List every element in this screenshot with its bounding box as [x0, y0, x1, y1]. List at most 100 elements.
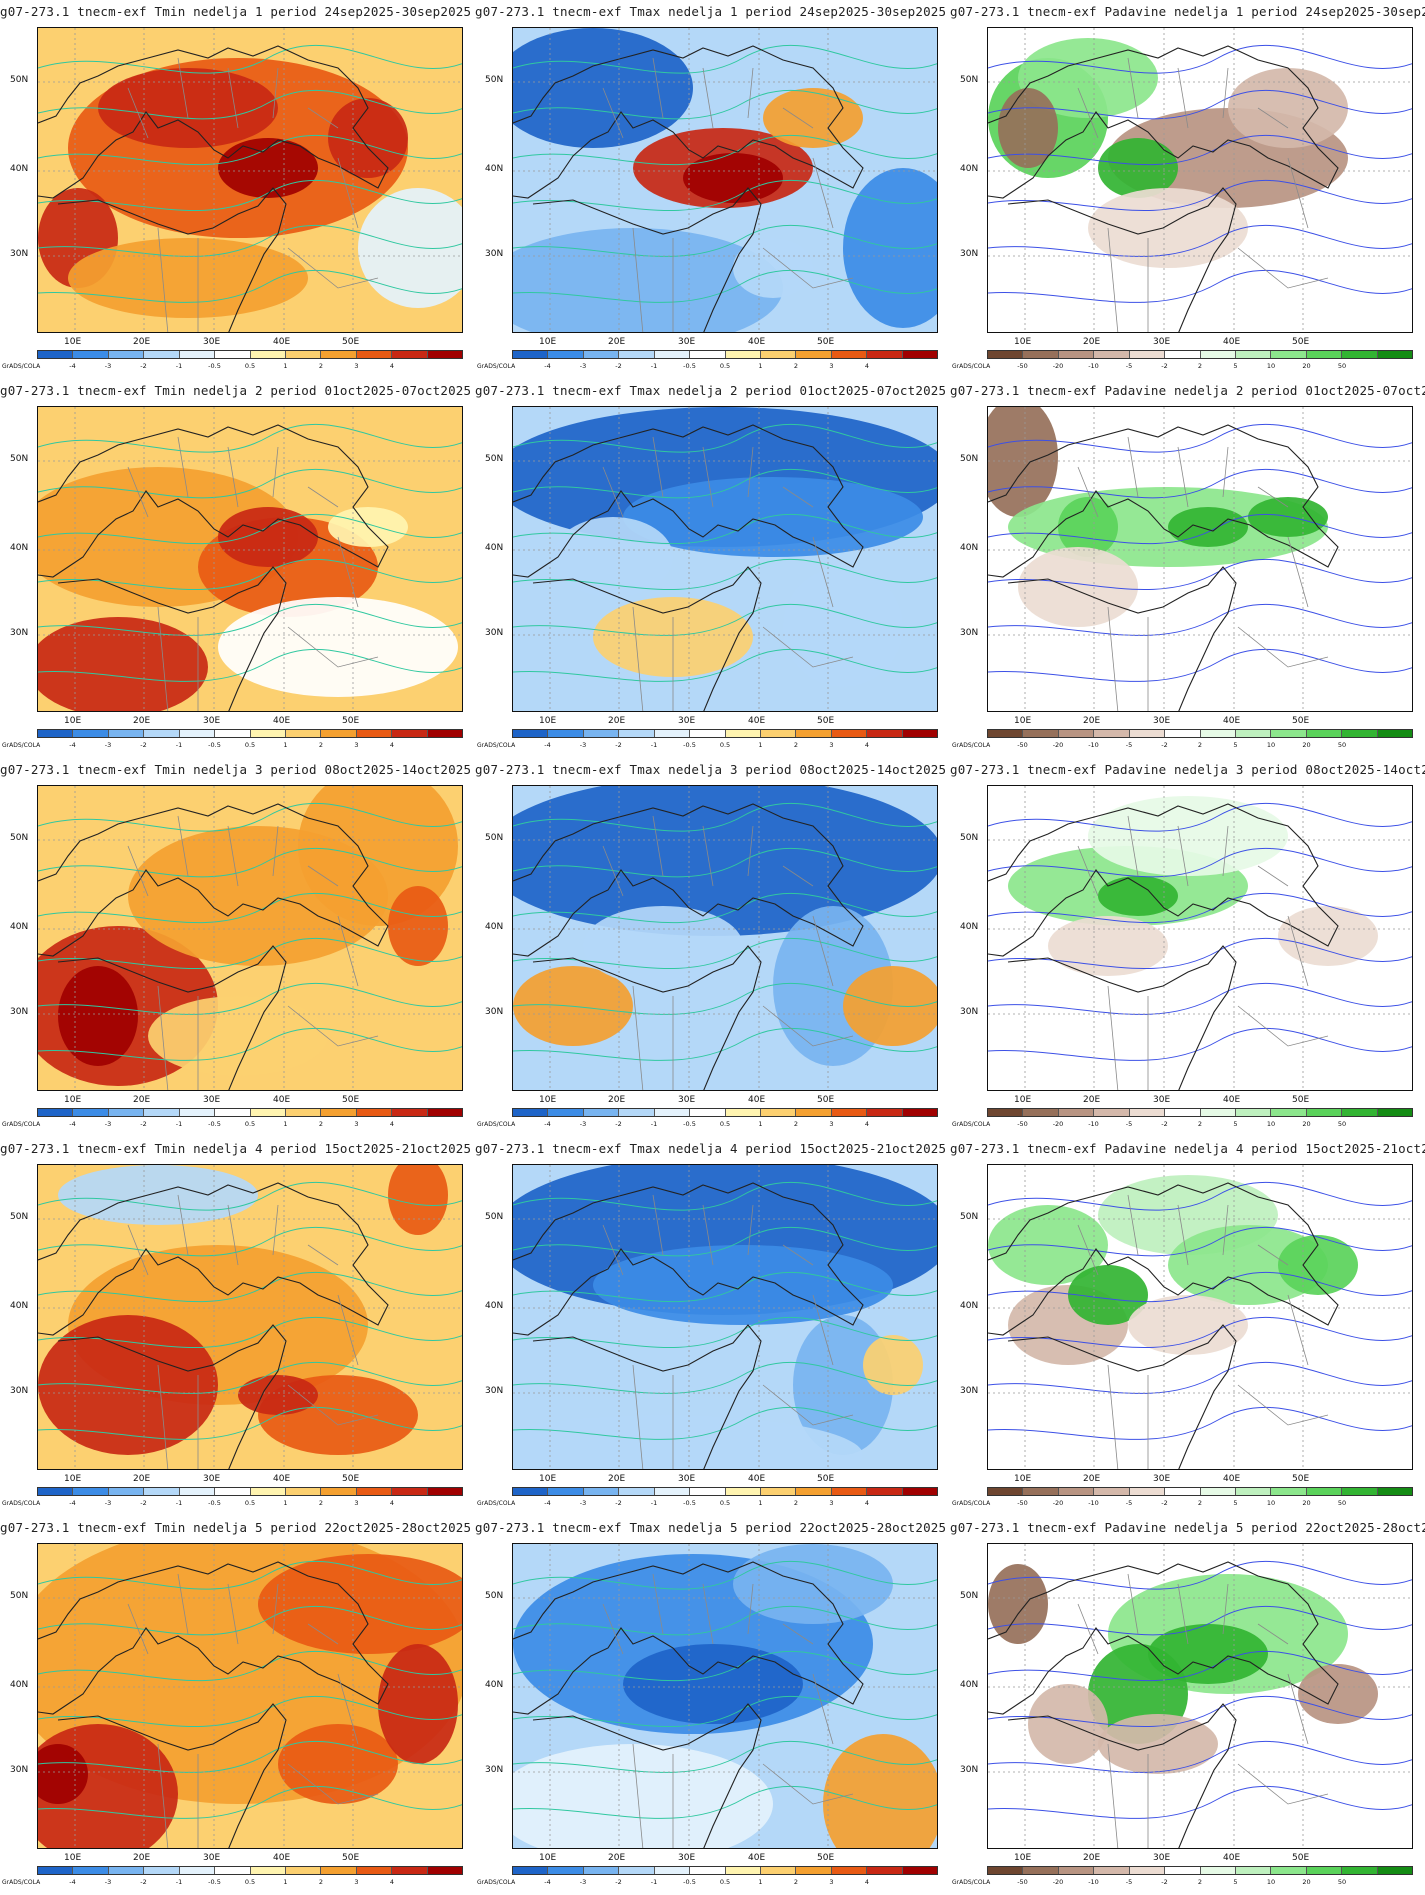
longitude-label: 50E	[342, 1095, 360, 1105]
colorbar-swatch	[690, 730, 726, 737]
colorbar-swatch	[321, 351, 357, 358]
colorbar-swatch	[988, 351, 1024, 358]
colorbar-tick-label: 0.5	[719, 1878, 731, 1886]
colorbar-tick-label: -20	[1052, 362, 1064, 370]
colorbar-tick-label: -2	[1161, 741, 1168, 749]
colorbar-swatch	[796, 1109, 832, 1116]
anomaly-area	[513, 28, 693, 148]
colorbar	[987, 1487, 1413, 1496]
latitude-label: 50N	[485, 454, 504, 464]
colorbar-tick-label: -4	[544, 1878, 551, 1886]
map-plot-area	[512, 1543, 938, 1849]
latitude-label: 50N	[960, 1212, 979, 1222]
contour-line	[38, 179, 462, 211]
longitude-label: 10E	[539, 1474, 557, 1484]
colorbar-tick-label: 20	[1302, 1878, 1311, 1886]
longitude-label: 20E	[608, 337, 626, 347]
colorbar-tick-label: 2	[793, 1120, 799, 1128]
colorbar-swatch	[619, 351, 655, 358]
colorbar-swatch	[285, 1109, 322, 1116]
colorbar-swatch	[1165, 1488, 1201, 1495]
colorbar-tick-label: -3	[579, 1120, 587, 1128]
colorbar-tick-label: -3	[104, 1499, 112, 1507]
map-panel-precip-week-5: g07-273.1 tnecm-exf Padavine nedelja 5 p…	[950, 1516, 1425, 1895]
colorbar-tick-label: -2	[140, 741, 147, 749]
map-plot-area	[987, 785, 1413, 1091]
colorbar-tick-label: 2	[793, 1878, 799, 1886]
map-plot-area	[512, 406, 938, 712]
colorbar-tick-label: 4	[389, 1120, 395, 1128]
colorbar-swatch	[513, 351, 549, 358]
country-border	[602, 57, 854, 332]
grads-credit: GrADS/COLA	[477, 1879, 516, 1886]
colorbar-tick-label: -10	[1088, 362, 1099, 370]
colorbar-swatch	[392, 1867, 428, 1874]
colorbar-tick-label: -50	[1017, 1120, 1028, 1128]
coastline	[38, 803, 389, 957]
contour-line	[38, 1316, 462, 1348]
anomaly-area	[1098, 876, 1178, 916]
colorbar-tick-label: 2	[1197, 1499, 1203, 1507]
contour-line	[513, 847, 937, 878]
map-panel-tmin-week-2: g07-273.1 tnecm-exf Tmin nedelja 2 perio…	[0, 379, 475, 758]
colorbar-swatch	[1094, 1488, 1130, 1495]
colorbar-swatch	[583, 1109, 620, 1116]
colorbar-swatch	[619, 730, 655, 737]
colorbar-swatch	[654, 1109, 691, 1116]
colorbar-tick-label: -2	[615, 1120, 622, 1128]
colorbar-swatch	[1129, 1867, 1166, 1874]
contour-line	[38, 1740, 462, 1773]
colorbar-swatch	[548, 1488, 584, 1495]
colorbar-swatch	[179, 1109, 216, 1116]
contour-line	[513, 1785, 937, 1819]
colorbar	[987, 1866, 1413, 1875]
latitude-label: 50N	[960, 1591, 979, 1601]
colorbar-swatch	[1235, 1109, 1272, 1116]
latitude-label: 30N	[485, 249, 504, 259]
colorbar-tick-label: -10	[1088, 1499, 1099, 1507]
colorbar-swatch	[321, 730, 357, 737]
panel-title: g07-273.1 tnecm-exf Tmax nedelja 5 perio…	[475, 1520, 947, 1535]
map-panel-precip-week-1: g07-273.1 tnecm-exf Padavine nedelja 1 p…	[950, 0, 1425, 379]
colorbar-swatch	[760, 730, 797, 737]
anomaly-area	[1168, 507, 1248, 547]
anomaly-area	[843, 168, 937, 328]
map-plot-area	[987, 406, 1413, 712]
colorbar-swatch	[1129, 1488, 1166, 1495]
colorbar-swatch	[690, 1109, 726, 1116]
map-plot-area	[37, 1164, 463, 1470]
longitude-label: 50E	[1292, 1095, 1310, 1105]
colorbar-swatch	[1200, 1109, 1236, 1116]
contour-line	[988, 269, 1412, 303]
colorbar-swatch	[108, 351, 145, 358]
colorbar-swatch	[1129, 730, 1166, 737]
colorbar-swatch	[690, 1488, 726, 1495]
colorbar-tick-label: 4	[864, 1120, 870, 1128]
colorbar-swatch	[321, 1488, 357, 1495]
contour-line	[513, 1226, 937, 1257]
colorbar-swatch	[1023, 1867, 1059, 1874]
anomaly-area	[683, 153, 783, 203]
colorbar-swatch	[144, 730, 180, 737]
colorbar-swatch	[215, 1488, 251, 1495]
colorbar-swatch	[179, 1488, 216, 1495]
longitude-label: 40E	[748, 1474, 766, 1484]
longitude-label: 50E	[817, 337, 835, 347]
coastline	[988, 1561, 1339, 1715]
country-border	[1077, 815, 1329, 1090]
colorbar-tick-label: -2	[1161, 362, 1168, 370]
colorbar-swatch	[250, 1867, 286, 1874]
colorbar-tick-label: 10	[1266, 1120, 1276, 1128]
colorbar-swatch	[725, 730, 761, 737]
anomaly-area	[388, 886, 448, 966]
colorbar-swatch	[1235, 351, 1272, 358]
colorbar-swatch	[356, 1867, 393, 1874]
coastline	[57, 566, 287, 711]
colorbar-swatch	[250, 1109, 286, 1116]
colorbar-tick-label: -20	[1052, 741, 1064, 749]
colorbar-swatch	[1129, 1109, 1166, 1116]
colorbar	[512, 1487, 938, 1496]
colorbar	[512, 729, 938, 738]
colorbar-tick-label: 3	[829, 362, 834, 370]
latitude-label: 40N	[960, 543, 979, 553]
